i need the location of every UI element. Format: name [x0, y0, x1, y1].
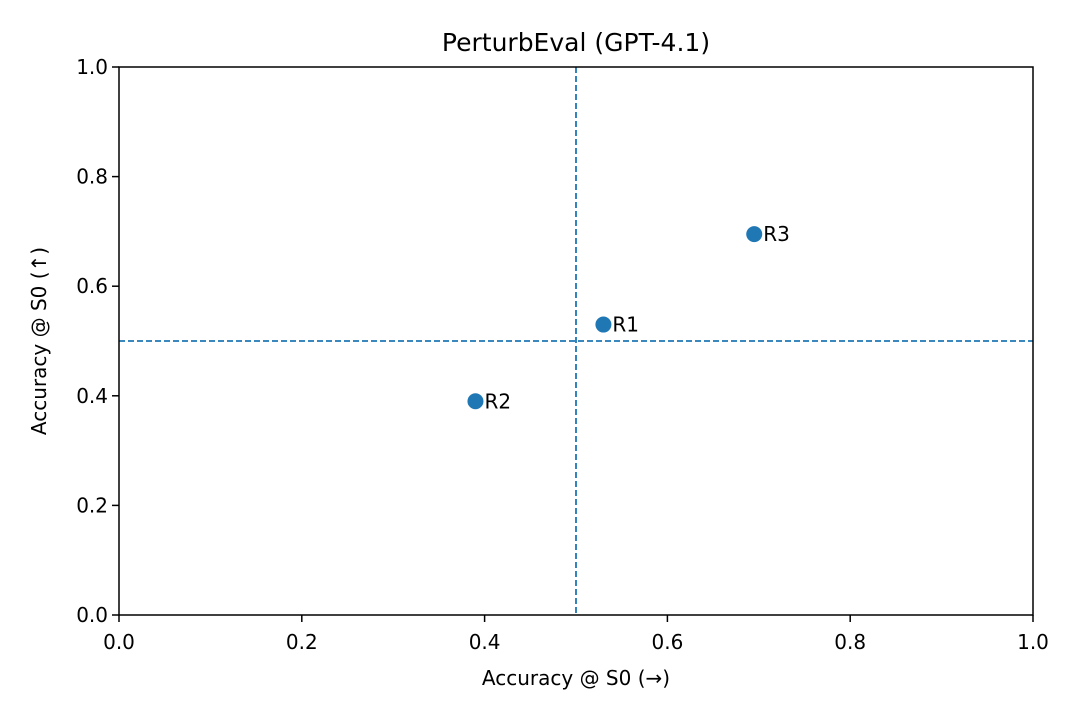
y-tick-label: 0.2 — [76, 493, 108, 517]
x-tick-label: 0.4 — [469, 630, 501, 654]
y-tick-label: 1.0 — [76, 55, 108, 79]
reference-lines — [119, 67, 1033, 615]
y-tick-label: 0.6 — [76, 274, 108, 298]
point-label-r1: R1 — [612, 313, 639, 337]
x-tick-label: 0.2 — [286, 630, 318, 654]
y-axis-ticks: 0.0 0.2 0.4 0.6 0.8 1.0 — [76, 55, 119, 627]
x-tick-label: 1.0 — [1017, 630, 1049, 654]
y-tick-label: 0.4 — [76, 384, 108, 408]
x-tick-label: 0.6 — [651, 630, 683, 654]
x-tick-label: 0.0 — [103, 630, 135, 654]
x-tick-label: 0.8 — [834, 630, 866, 654]
y-tick-label: 0.8 — [76, 165, 108, 189]
point-label-r2: R2 — [484, 389, 511, 413]
data-point-r1 — [595, 316, 612, 333]
y-axis-label: Accuracy @ S0 (↑) — [27, 247, 51, 435]
plot-frame — [118, 66, 1034, 616]
y-tick-label: 0.0 — [76, 603, 108, 627]
data-points: R1 R2 R3 — [467, 222, 790, 413]
data-point-r2 — [467, 393, 484, 410]
chart-title: PerturbEval (GPT-4.1) — [442, 28, 710, 57]
data-point-r3 — [746, 226, 763, 243]
x-axis-label: Accuracy @ S0 (→) — [482, 666, 670, 690]
x-axis-ticks: 0.0 0.2 0.4 0.6 0.8 1.0 — [103, 615, 1049, 654]
point-label-r3: R3 — [763, 222, 790, 246]
